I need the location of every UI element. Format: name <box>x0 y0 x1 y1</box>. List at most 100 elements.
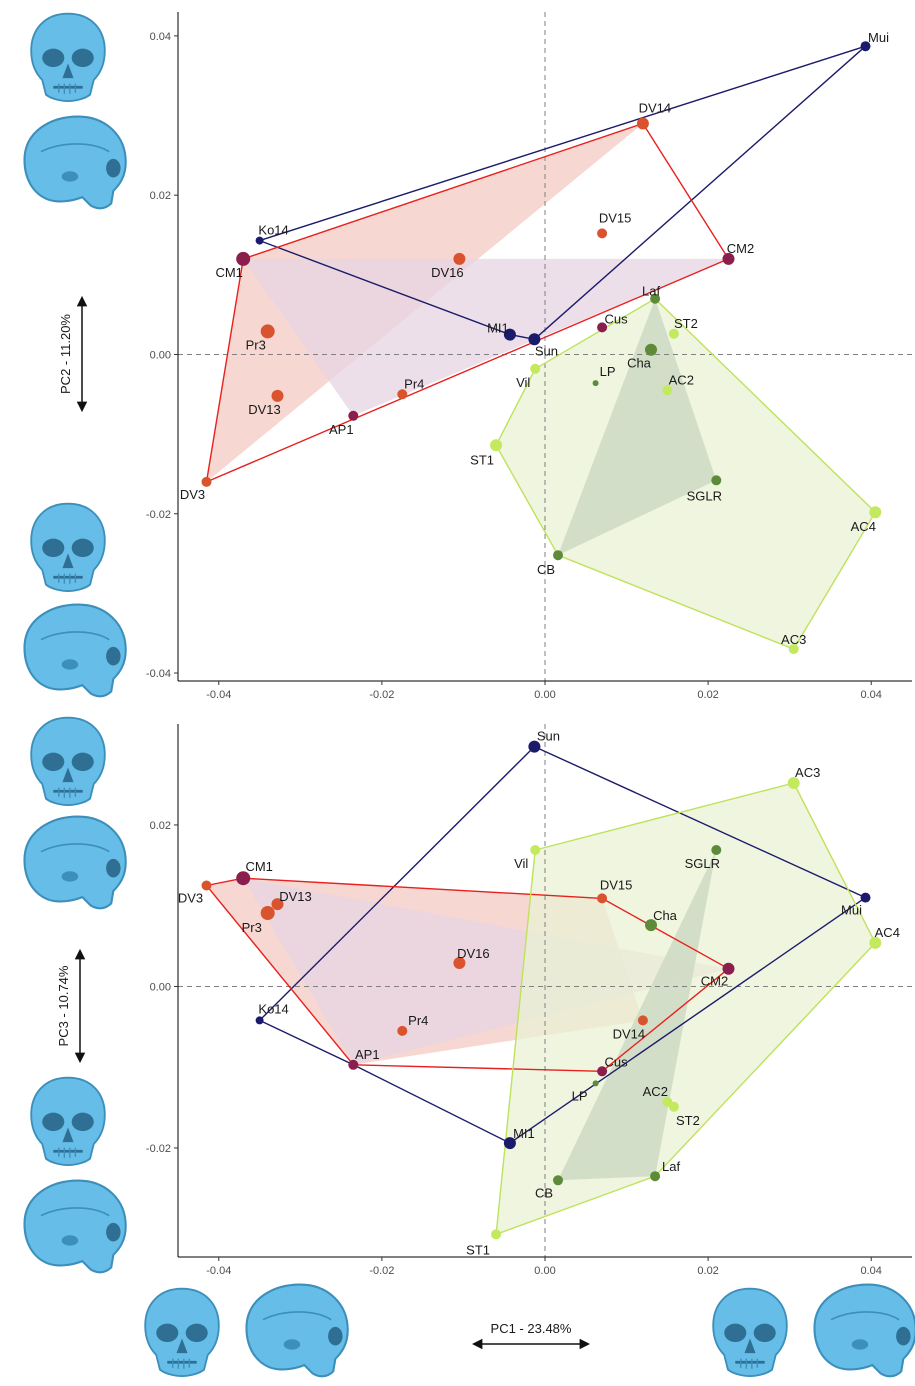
hull-fill-purple <box>243 878 729 1065</box>
skull-frontal-icon <box>29 716 107 807</box>
point-label-dv14: DV14 <box>639 101 672 116</box>
top-point-labels: Mui DV14 DV15 CM2 Ko14 CM1 DV16 Pr3 MI1 Sun Cus Laf… <box>180 30 889 647</box>
point-label-cha: Cha <box>653 908 678 923</box>
point-ac3 <box>787 777 800 789</box>
point-label-ko14: Ko14 <box>258 223 288 238</box>
y-tick-label: -0.02 <box>146 509 171 521</box>
point-label-lp: LP <box>600 364 616 379</box>
point-label-cb: CB <box>537 562 555 577</box>
point-vil <box>530 845 541 855</box>
point-label-ap1: AP1 <box>355 1047 380 1062</box>
point-laf <box>650 293 661 304</box>
point-label-sglr: SGLR <box>685 856 720 871</box>
hull-fill-red <box>206 123 643 482</box>
point-mui <box>860 892 871 903</box>
skull-frontal-icon <box>711 1287 789 1378</box>
top-y-axis-title: PC2 - 11.20% <box>58 295 88 413</box>
point-ko14 <box>255 236 264 245</box>
top-points <box>201 41 882 655</box>
point-label-vil: Vil <box>514 856 528 871</box>
point-label-ac4: AC4 <box>875 925 900 940</box>
point-label-laf: Laf <box>662 1159 680 1174</box>
point-dv14 <box>636 117 649 130</box>
point-label-sglr: SGLR <box>687 488 722 503</box>
point-cm2 <box>722 962 735 975</box>
point-cus <box>597 322 608 333</box>
point-sglr <box>711 475 722 486</box>
bottom-plot-panel: Sun AC3 Vil SGLR CM1 DV3 DV13 Pr3 DV15 Mui Cha AC4 D… <box>146 724 912 1277</box>
point-label-dv16: DV16 <box>457 946 490 961</box>
point-ko14 <box>255 1016 264 1025</box>
x-tick-label: 0.04 <box>861 689 882 701</box>
skull-lateral-icon <box>23 603 127 698</box>
skull-lateral-icon <box>23 815 127 910</box>
hull-fill-darkgreen <box>558 850 717 1181</box>
point-label-cus: Cus <box>605 311 629 326</box>
hull-fill-darkgreen <box>558 298 717 556</box>
point-dv15 <box>597 228 608 239</box>
point-dv13 <box>271 389 284 402</box>
x-tick-label: 0.04 <box>861 1265 882 1277</box>
bottom-y-axis-title: PC3 - 10.74% <box>56 948 86 1064</box>
point-label-dv16: DV16 <box>431 265 464 280</box>
point-cm1 <box>236 871 251 886</box>
point-label-st1: ST1 <box>466 1242 490 1257</box>
point-st1 <box>491 1229 502 1240</box>
point-dv3 <box>201 476 212 487</box>
point-label-dv14: DV14 <box>613 1026 646 1041</box>
point-st2 <box>668 328 679 339</box>
bottom-axis-ticks: -0.04 -0.02 0.00 0.02 0.04 -0.02 0.00 0.02 <box>146 820 882 1277</box>
y-tick-label: -0.02 <box>146 1143 171 1155</box>
point-label-pr3: Pr3 <box>246 337 266 352</box>
point-vil <box>530 363 541 374</box>
point-label-ap1: AP1 <box>329 422 354 437</box>
point-label-sun: Sun <box>535 343 558 358</box>
point-sun <box>528 740 541 753</box>
point-pr3 <box>260 324 275 339</box>
top-hull-fills <box>206 123 876 650</box>
point-pr4 <box>397 1025 408 1036</box>
x-axis-title: PC1 - 23.48% <box>471 1321 591 1350</box>
bottom-y-axis-label: PC3 - 10.74% <box>56 965 71 1046</box>
point-ac2 <box>662 385 673 396</box>
point-dv13 <box>271 898 284 911</box>
point-label-mui: Mui <box>841 903 862 918</box>
skull-frontal-icon <box>29 12 107 103</box>
x-tick-label: -0.04 <box>206 689 231 701</box>
point-label-cus: Cus <box>605 1054 629 1069</box>
hull-fill-purple <box>243 258 729 416</box>
point-mui <box>860 41 871 52</box>
y-tick-label: 0.00 <box>150 349 171 361</box>
point-label-ac2: AC2 <box>643 1084 668 1099</box>
point-dv16 <box>453 252 466 265</box>
point-label-pr4: Pr4 <box>408 1013 428 1028</box>
point-sglr <box>711 845 722 855</box>
y-tick-label: 0.00 <box>150 981 171 993</box>
x-tick-label: 0.02 <box>697 689 718 701</box>
point-label-vil: Vil <box>516 375 530 390</box>
x-tick-label: 0.02 <box>697 1265 718 1277</box>
point-pr4 <box>397 389 408 400</box>
point-cm1 <box>236 251 251 266</box>
point-label-st1: ST1 <box>470 452 494 467</box>
point-dv3 <box>201 880 212 891</box>
point-label-ac2: AC2 <box>669 372 694 387</box>
point-label-st2: ST2 <box>674 316 698 331</box>
point-lp <box>592 380 599 387</box>
point-cha <box>645 919 657 932</box>
y-tick-label: 0.04 <box>150 31 171 43</box>
point-label-mui: Mui <box>868 30 889 45</box>
x-axis-label: PC1 - 23.48% <box>491 1321 572 1336</box>
top-y-axis-label: PC2 - 11.20% <box>58 314 73 394</box>
point-label-pr4: Pr4 <box>404 376 424 391</box>
point-label-laf: Laf <box>642 284 660 299</box>
point-dv15 <box>597 893 608 904</box>
y-tick-label: 0.02 <box>150 820 171 832</box>
point-mi1 <box>503 1137 516 1150</box>
point-label-sun: Sun <box>537 729 560 744</box>
point-label-ko14: Ko14 <box>258 1001 288 1016</box>
point-label-dv3: DV3 <box>178 891 203 906</box>
point-label-pr3: Pr3 <box>242 920 262 935</box>
point-label-dv3: DV3 <box>180 487 205 502</box>
